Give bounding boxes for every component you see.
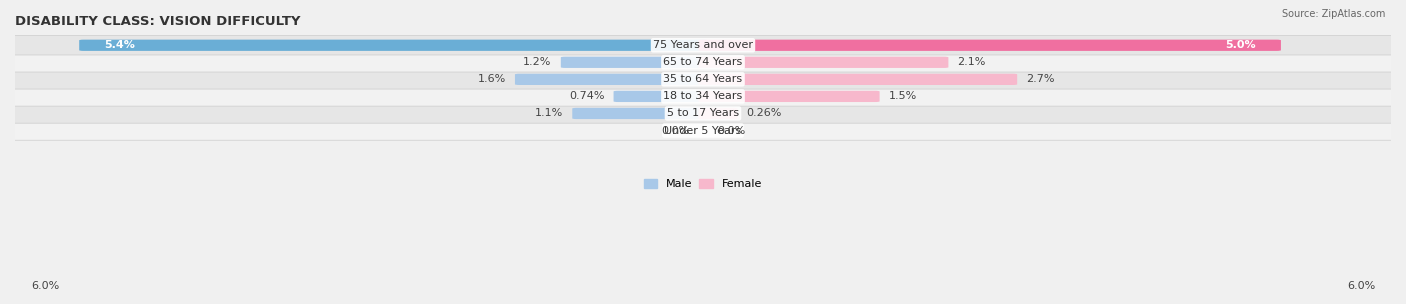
Text: 1.1%: 1.1% [534,109,564,119]
FancyBboxPatch shape [699,108,737,119]
Text: DISABILITY CLASS: VISION DIFFICULTY: DISABILITY CLASS: VISION DIFFICULTY [15,15,301,28]
FancyBboxPatch shape [6,36,1400,55]
FancyBboxPatch shape [613,91,707,102]
Text: Source: ZipAtlas.com: Source: ZipAtlas.com [1281,9,1385,19]
Text: 0.0%: 0.0% [661,126,689,136]
Text: 65 to 74 Years: 65 to 74 Years [664,57,742,67]
Text: 75 Years and over: 75 Years and over [652,40,754,50]
Text: 0.26%: 0.26% [747,109,782,119]
Text: 6.0%: 6.0% [1347,281,1375,291]
Text: 35 to 64 Years: 35 to 64 Years [664,74,742,85]
Text: 18 to 34 Years: 18 to 34 Years [664,92,742,102]
Text: 0.74%: 0.74% [569,92,605,102]
Text: 2.1%: 2.1% [957,57,986,67]
Text: 5.4%: 5.4% [104,40,135,50]
Text: Under 5 Years: Under 5 Years [665,126,741,136]
FancyBboxPatch shape [6,87,1400,106]
FancyBboxPatch shape [515,74,707,85]
Text: 1.6%: 1.6% [478,74,506,85]
FancyBboxPatch shape [699,74,1017,85]
Text: 5 to 17 Years: 5 to 17 Years [666,109,740,119]
FancyBboxPatch shape [699,57,949,68]
FancyBboxPatch shape [6,53,1400,72]
FancyBboxPatch shape [6,121,1400,140]
Text: 5.0%: 5.0% [1225,40,1256,50]
Text: 2.7%: 2.7% [1026,74,1054,85]
FancyBboxPatch shape [572,108,707,119]
FancyBboxPatch shape [79,40,707,51]
Text: 6.0%: 6.0% [31,281,59,291]
FancyBboxPatch shape [6,104,1400,123]
Text: 1.2%: 1.2% [523,57,551,67]
Text: 1.5%: 1.5% [889,92,917,102]
Text: 0.0%: 0.0% [717,126,745,136]
FancyBboxPatch shape [561,57,707,68]
FancyBboxPatch shape [699,40,1281,51]
Legend: Male, Female: Male, Female [640,174,766,194]
FancyBboxPatch shape [699,91,880,102]
FancyBboxPatch shape [6,70,1400,89]
